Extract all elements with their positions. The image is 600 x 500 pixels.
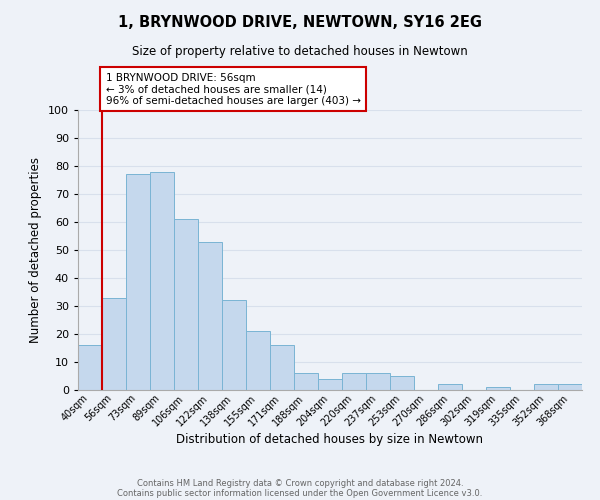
Bar [174,219,198,390]
Text: Contains HM Land Registry data © Crown copyright and database right 2024.: Contains HM Land Registry data © Crown c… [137,478,463,488]
Text: Contains public sector information licensed under the Open Government Licence v3: Contains public sector information licen… [118,488,482,498]
Bar [558,384,582,390]
Bar [222,300,246,390]
Text: 1, BRYNWOOD DRIVE, NEWTOWN, SY16 2EG: 1, BRYNWOOD DRIVE, NEWTOWN, SY16 2EG [118,15,482,30]
Text: 1 BRYNWOOD DRIVE: 56sqm
← 3% of detached houses are smaller (14)
96% of semi-det: 1 BRYNWOOD DRIVE: 56sqm ← 3% of detached… [106,72,361,106]
Bar [246,331,270,390]
Y-axis label: Number of detached properties: Number of detached properties [29,157,43,343]
Bar [366,373,390,390]
Text: Size of property relative to detached houses in Newtown: Size of property relative to detached ho… [132,45,468,58]
Bar [150,172,174,390]
Bar [486,387,510,390]
Bar [198,242,222,390]
Bar [270,345,294,390]
Bar [294,373,318,390]
Bar [126,174,150,390]
Bar [438,384,462,390]
X-axis label: Distribution of detached houses by size in Newtown: Distribution of detached houses by size … [176,433,484,446]
Bar [318,379,342,390]
Bar [534,384,558,390]
Bar [78,345,102,390]
Bar [102,298,126,390]
Bar [342,373,366,390]
Bar [390,376,414,390]
